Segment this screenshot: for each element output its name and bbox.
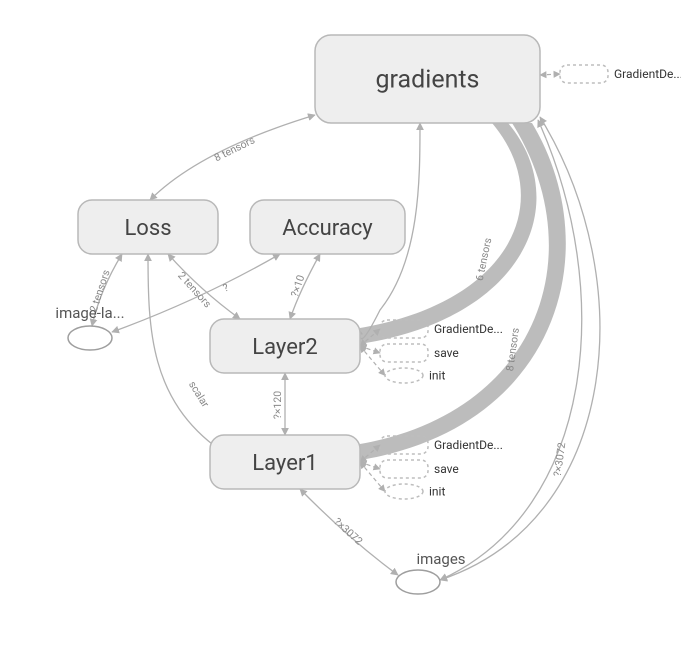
node-gradients[interactable]: gradients bbox=[315, 35, 540, 123]
aux-label: init bbox=[429, 485, 445, 499]
aux-connector bbox=[360, 462, 380, 469]
aux-label: GradientDe... bbox=[614, 67, 681, 81]
edge-label: ?×120 bbox=[271, 391, 284, 419]
ellipse-label: images bbox=[416, 550, 465, 568]
computation-graph: image-la...images gradientsLossAccuracyL… bbox=[0, 0, 681, 653]
edge-label: ?×3072 bbox=[331, 515, 365, 548]
node-label: Layer1 bbox=[252, 451, 317, 476]
node-layer1[interactable]: Layer1 bbox=[210, 435, 360, 489]
node-label: gradients bbox=[376, 66, 480, 95]
aux-label: GradientDe... bbox=[434, 322, 503, 336]
aux-connector bbox=[360, 462, 385, 492]
edge bbox=[150, 115, 315, 200]
node-accuracy[interactable]: Accuracy bbox=[250, 200, 405, 254]
edge-label: ?×10 bbox=[288, 273, 307, 298]
aux-label: GradientDe... bbox=[434, 438, 503, 452]
aux-connector bbox=[360, 346, 385, 376]
aux-label: init bbox=[429, 369, 445, 383]
node-layer2[interactable]: Layer2 bbox=[210, 319, 360, 373]
aux-l2_save[interactable]: save bbox=[380, 344, 459, 362]
edge-label: 8 tensors bbox=[212, 133, 257, 164]
aux-label: save bbox=[434, 462, 459, 476]
aux-connector bbox=[540, 74, 560, 75]
node-loss[interactable]: Loss bbox=[78, 200, 218, 254]
aux-l2_init[interactable]: init bbox=[385, 368, 445, 383]
edge-label: ? bbox=[221, 281, 231, 295]
node-label: Accuracy bbox=[282, 216, 373, 241]
edge-label: ?×3072 bbox=[551, 442, 569, 478]
aux-l1_init[interactable]: init bbox=[385, 484, 445, 499]
node-label: Layer2 bbox=[252, 335, 317, 360]
aux-grad_top[interactable]: GradientDe... bbox=[560, 65, 681, 83]
node-label: Loss bbox=[124, 216, 171, 241]
aux-label: save bbox=[434, 346, 459, 360]
aux-connector bbox=[360, 346, 380, 353]
edge-label: scalar bbox=[186, 379, 212, 410]
aux-l1_save[interactable]: save bbox=[380, 460, 459, 478]
